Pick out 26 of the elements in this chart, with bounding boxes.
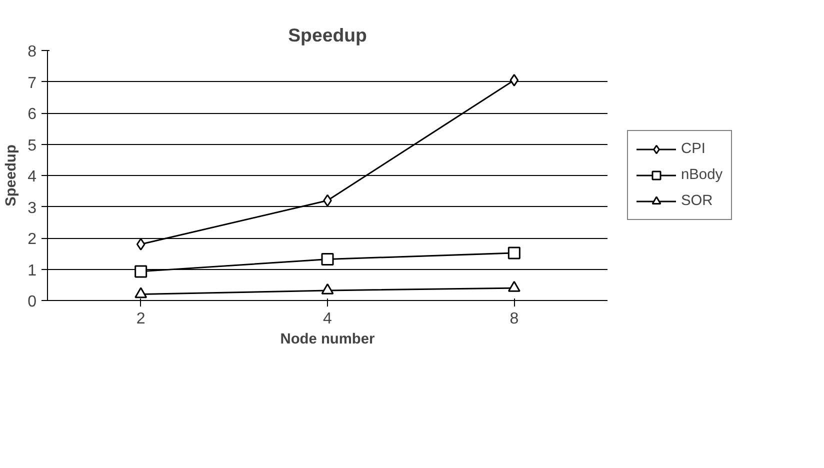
chart-title: Speedup bbox=[288, 24, 367, 46]
y-tick-label: 5 bbox=[28, 137, 37, 154]
point bbox=[134, 265, 148, 278]
legend-label: nBody bbox=[681, 167, 723, 183]
point bbox=[510, 74, 519, 86]
point bbox=[134, 287, 148, 298]
y-tick-label: 1 bbox=[28, 262, 37, 280]
x-tick-label: 8 bbox=[510, 310, 519, 328]
point bbox=[136, 238, 146, 250]
x-tick-label: 2 bbox=[136, 310, 146, 328]
point bbox=[508, 246, 520, 260]
x-tick-label: 4 bbox=[323, 310, 332, 328]
y-tick-label: 6 bbox=[28, 106, 37, 123]
legend-label: CPI bbox=[681, 141, 706, 157]
point bbox=[321, 253, 334, 266]
point bbox=[508, 280, 520, 292]
y-tick-label: 0 bbox=[28, 294, 37, 310]
x-axis-title: Node number bbox=[280, 332, 376, 348]
point bbox=[321, 283, 334, 294]
y-tick-label: 8 bbox=[28, 44, 37, 60]
y-axis-title: Speedup bbox=[4, 144, 20, 206]
y-tick-label: 2 bbox=[28, 231, 37, 248]
y-tick-label: 3 bbox=[28, 200, 37, 217]
y-tick-label: 7 bbox=[28, 74, 37, 92]
legend-label: SOR bbox=[681, 193, 713, 209]
y-tick-label: 4 bbox=[28, 168, 37, 186]
